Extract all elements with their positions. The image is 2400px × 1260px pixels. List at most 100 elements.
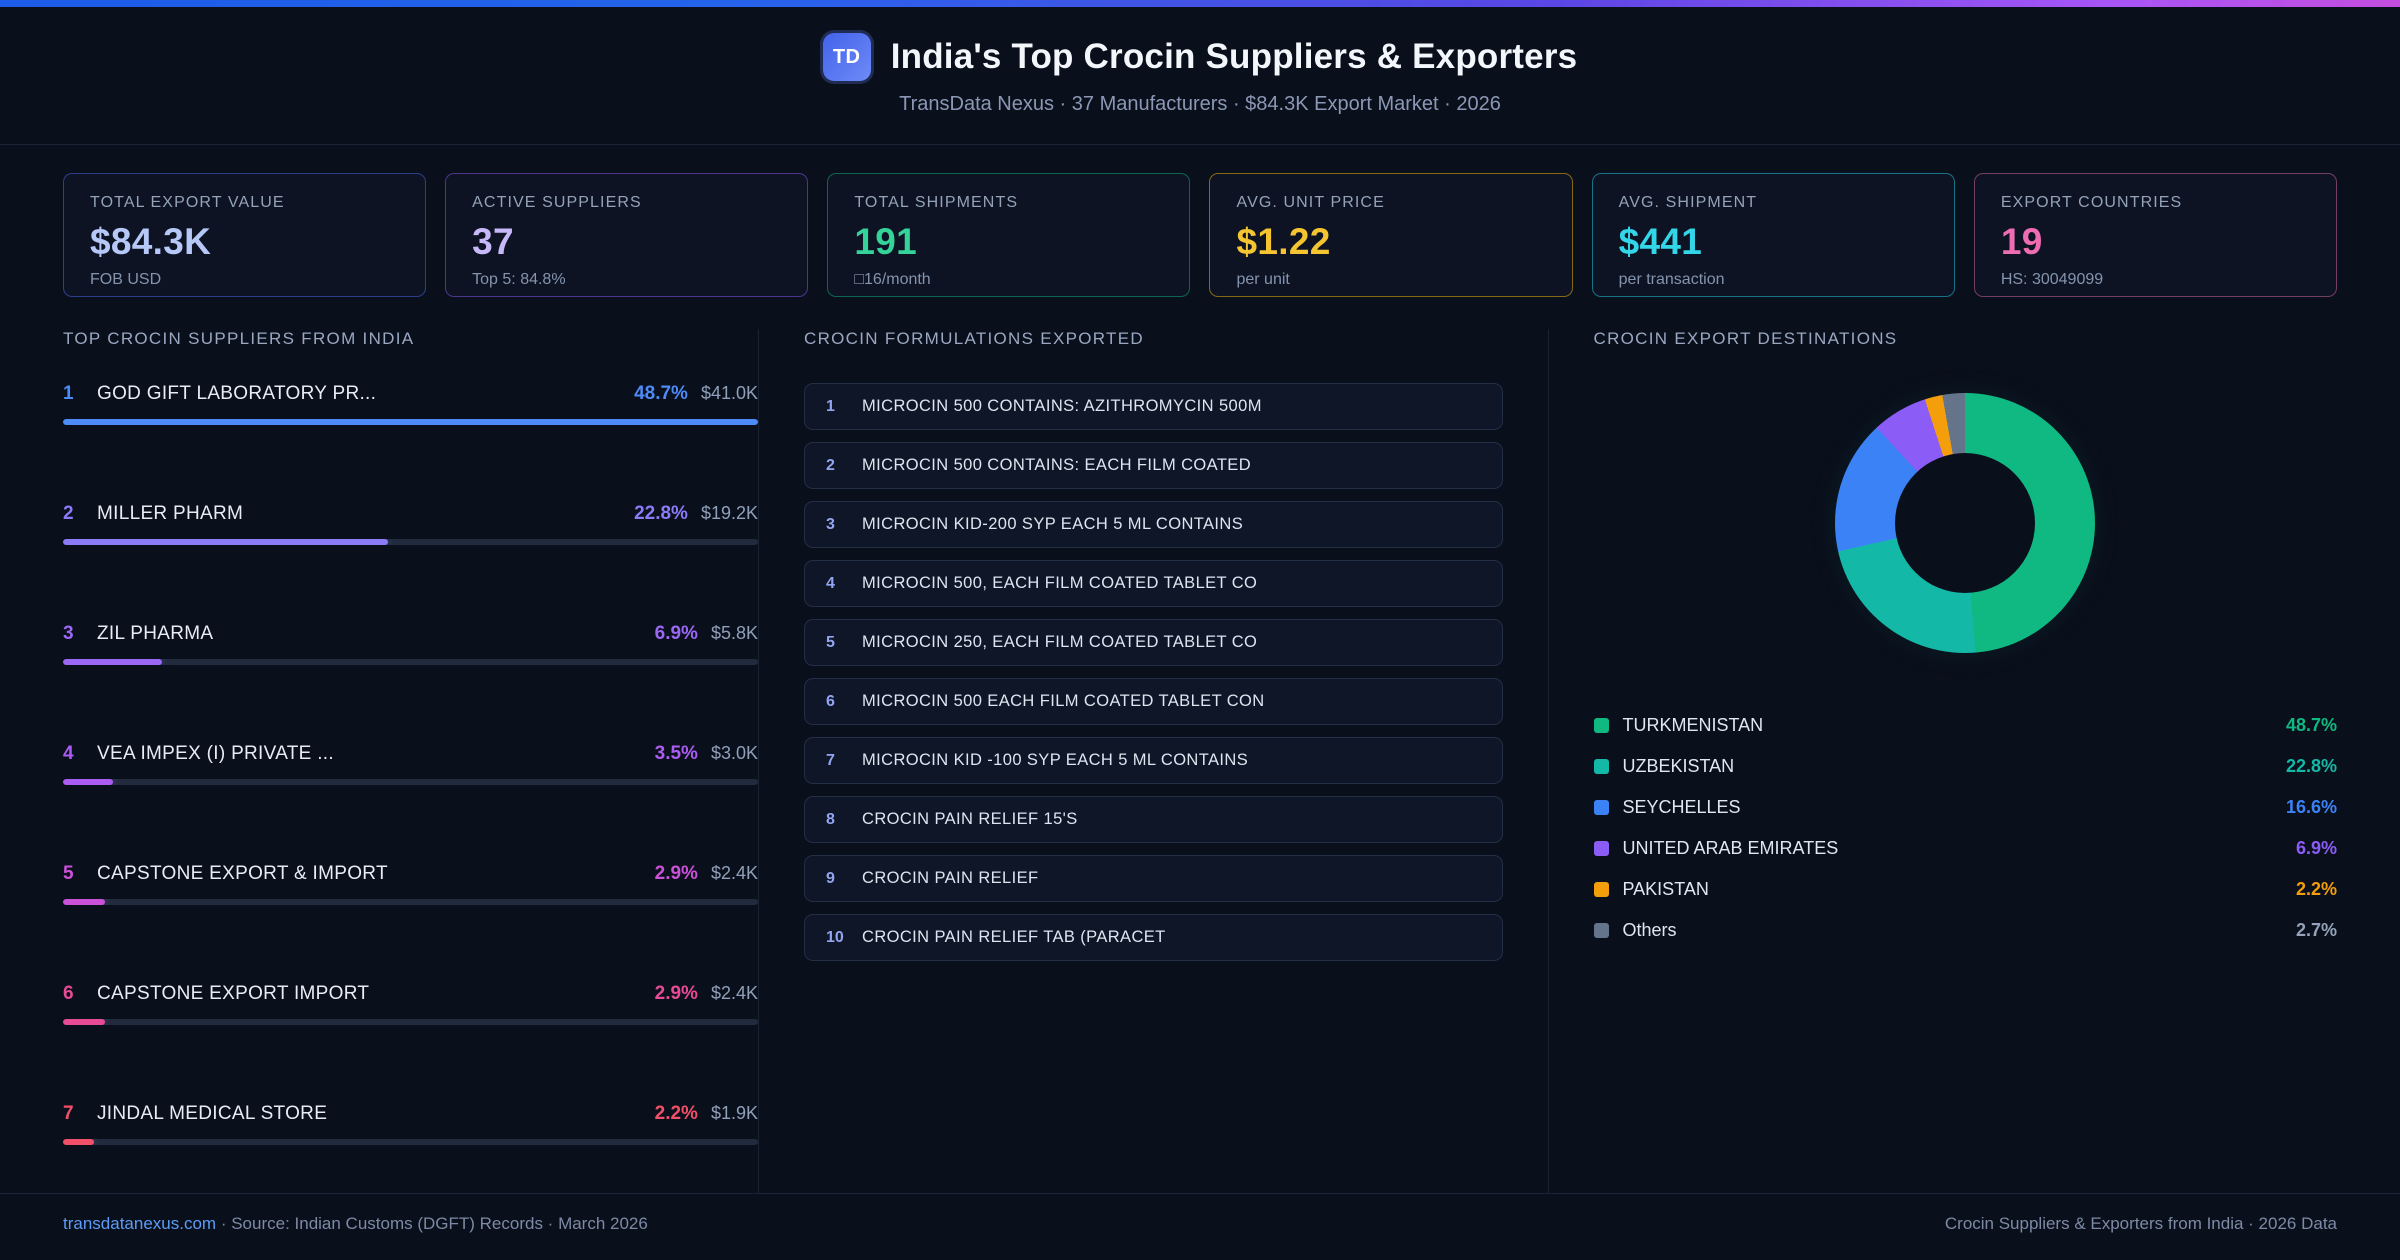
legend-pct: 22.8% — [2285, 756, 2337, 776]
stat-value: 19 — [2000, 221, 2043, 262]
supplier-export-value: $1.9K — [710, 1103, 758, 1123]
stats-row: TOTAL EXPORT VALUE $84.3K FOB USD ACTIVE… — [0, 173, 2400, 297]
legend-pct: 2.7% — [2295, 920, 2337, 940]
formulation-row: 9 CROCIN PAIN RELIEF — [804, 855, 1503, 902]
formulation-row: 2 MICROCIN 500 CONTAINS: EACH FILM COATE… — [804, 442, 1503, 489]
formulation-name: MICROCIN 250, EACH FILM COATED TABLET CO — [862, 633, 1258, 651]
supplier-bar-fill — [63, 899, 105, 905]
supplier-export-value: $19.2K — [700, 503, 758, 523]
supplier-row: 3 ZIL PHARMA 6.9% $5.8K — [63, 623, 758, 665]
formulation-name: MICROCIN 500 EACH FILM COATED TABLET CON — [862, 692, 1265, 710]
stat-value: 37 — [472, 221, 514, 262]
legend-swatch — [1593, 841, 1609, 856]
legend-country: SEYCHELLES — [1622, 797, 1741, 817]
supplier-share-pct: 48.7% — [634, 383, 688, 404]
supplier-rank: 7 — [63, 1103, 74, 1124]
legend-country: UZBEKISTAN — [1622, 756, 1735, 776]
formulation-name: MICROCIN 500, EACH FILM COATED TABLET CO — [862, 574, 1258, 592]
stat-value: 191 — [854, 221, 917, 262]
supplier-share-pct: 2.9% — [654, 863, 698, 884]
formulation-row: 6 MICROCIN 500 EACH FILM COATED TABLET C… — [804, 678, 1503, 725]
legend-pct: 6.9% — [2295, 838, 2337, 858]
formulation-rank: 3 — [826, 515, 835, 533]
supplier-export-value: $3.0K — [710, 743, 758, 763]
stat-label: ACTIVE SUPPLIERS — [472, 194, 642, 211]
stat-label: TOTAL SHIPMENTS — [854, 194, 1019, 211]
formulation-rank: 8 — [826, 810, 835, 828]
supplier-share-pct: 22.8% — [634, 503, 688, 524]
destinations-legend: TURKMENISTAN 48.7% UZBEKISTAN 22.8% SEYC… — [1593, 705, 2337, 951]
supplier-share-pct: 6.9% — [654, 623, 698, 644]
supplier-rank: 4 — [63, 743, 74, 764]
formulation-row: 10 CROCIN PAIN RELIEF TAB (PARACET — [804, 914, 1503, 961]
supplier-row: 6 CAPSTONE EXPORT IMPORT 2.9% $2.4K — [63, 983, 758, 1025]
page-title: India's Top Crocin Suppliers & Exporters — [890, 37, 1578, 76]
legend-pct: 16.6% — [2285, 797, 2337, 817]
supplier-rank: 6 — [63, 983, 74, 1004]
formulation-name: CROCIN PAIN RELIEF TAB (PARACET — [862, 928, 1166, 946]
legend-pct: 2.2% — [2295, 879, 2337, 899]
stat-value: $441 — [1618, 221, 1703, 262]
suppliers-section-title: TOP CROCIN SUPPLIERS FROM INDIA — [63, 329, 415, 348]
formulation-rank: 4 — [826, 574, 835, 592]
formulations-panel: CROCIN FORMULATIONS EXPORTED 1 MICROCIN … — [758, 329, 1548, 1193]
stat-card-active-suppliers: ACTIVE SUPPLIERS 37 Top 5: 84.8% — [445, 173, 809, 297]
legend-country: TURKMENISTAN — [1622, 715, 1764, 735]
legend-item: TURKMENISTAN 48.7% — [1593, 705, 2337, 746]
stat-card-export-countries: EXPORT COUNTRIES 19 HS: 30049099 — [1973, 173, 2337, 297]
supplier-name: JINDAL MEDICAL STORE — [97, 1103, 328, 1124]
supplier-bar-track — [63, 1139, 758, 1145]
formulation-name: MICROCIN 500 CONTAINS: AZITHROMYCIN 500M — [862, 397, 1262, 415]
supplier-bar-fill — [63, 1139, 95, 1145]
supplier-row: 7 JINDAL MEDICAL STORE 2.2% $1.9K — [63, 1103, 758, 1145]
legend-swatch — [1593, 800, 1609, 815]
legend-item: SEYCHELLES 16.6% — [1593, 787, 2337, 828]
stat-value: $84.3K — [90, 221, 212, 262]
formulation-row: 5 MICROCIN 250, EACH FILM COATED TABLET … — [804, 619, 1503, 666]
donut-hole — [1895, 453, 2036, 593]
supplier-bar-track — [63, 779, 758, 785]
supplier-share-pct: 2.9% — [654, 983, 698, 1004]
legend-swatch — [1593, 882, 1609, 897]
footer-right: Crocin Suppliers & Exporters from India … — [1944, 1214, 2337, 1233]
supplier-bar-fill — [63, 1019, 105, 1025]
supplier-name: CAPSTONE EXPORT & IMPORT — [97, 863, 388, 884]
legend-item: UZBEKISTAN 22.8% — [1593, 746, 2337, 787]
destinations-section-title: CROCIN EXPORT DESTINATIONS — [1593, 329, 1898, 348]
stat-card-total-shipments: TOTAL SHIPMENTS 191 □16/month — [827, 173, 1191, 297]
legend-swatch — [1593, 718, 1609, 733]
legend-swatch — [1593, 759, 1609, 774]
formulation-name: MICROCIN KID-200 SYP EACH 5 ML CONTAINS — [862, 515, 1244, 533]
supplier-name: MILLER PHARM — [97, 503, 244, 524]
stat-label: AVG. UNIT PRICE — [1236, 194, 1385, 211]
top-accent-bar — [0, 0, 2400, 7]
legend-country: PAKISTAN — [1622, 879, 1709, 899]
supplier-name: CAPSTONE EXPORT IMPORT — [97, 983, 370, 1004]
formulation-rank: 9 — [826, 869, 835, 887]
supplier-bar-track — [63, 539, 758, 545]
formulation-name: CROCIN PAIN RELIEF — [862, 869, 1039, 887]
supplier-row: 4 VEA IMPEX (I) PRIVATE ... 3.5% $3.0K — [63, 743, 758, 785]
supplier-bar-track — [63, 419, 758, 425]
footer-link[interactable]: transdatanexus.com — [63, 1214, 217, 1233]
supplier-bar-fill — [63, 539, 389, 545]
main-content: TOP CROCIN SUPPLIERS FROM INDIA 1 GOD GI… — [0, 329, 2400, 1193]
formulations-section-title: CROCIN FORMULATIONS EXPORTED — [804, 329, 1144, 348]
legend-swatch — [1593, 923, 1609, 938]
supplier-bar-track — [63, 899, 758, 905]
stat-label: EXPORT COUNTRIES — [2000, 194, 2183, 211]
supplier-rank: 2 — [63, 503, 74, 524]
formulation-row: 8 CROCIN PAIN RELIEF 15'S — [804, 796, 1503, 843]
supplier-rank: 1 — [63, 383, 74, 404]
supplier-export-value: $5.8K — [710, 623, 758, 643]
formulation-row: 7 MICROCIN KID -100 SYP EACH 5 ML CONTAI… — [804, 737, 1503, 784]
stat-sub: FOB USD — [90, 271, 162, 288]
formulation-row: 3 MICROCIN KID-200 SYP EACH 5 ML CONTAIN… — [804, 501, 1503, 548]
stat-card-avg-unit-price: AVG. UNIT PRICE $1.22 per unit — [1209, 173, 1573, 297]
formulation-rank: 5 — [826, 633, 835, 651]
supplier-bar-track — [63, 1019, 758, 1025]
legend-country: Others — [1622, 920, 1677, 940]
suppliers-panel: TOP CROCIN SUPPLIERS FROM INDIA 1 GOD GI… — [63, 329, 758, 1193]
formulation-rank: 10 — [826, 928, 844, 946]
legend-country: UNITED ARAB EMIRATES — [1622, 838, 1839, 858]
